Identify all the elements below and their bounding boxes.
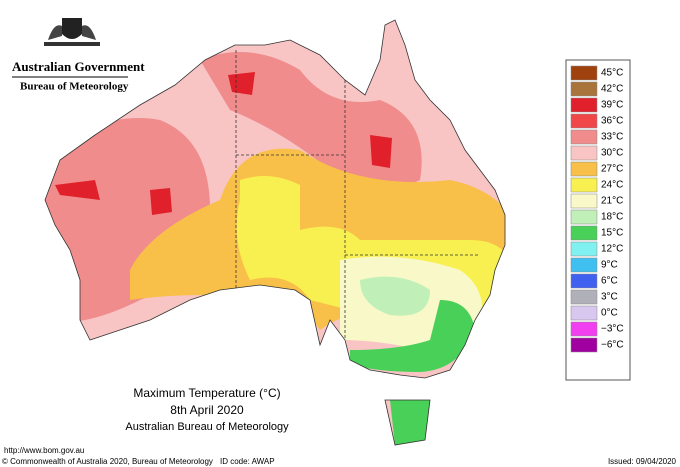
legend-swatch	[570, 305, 598, 321]
legend: 45°C 42°C 39°C 36°C 33°C 30°C 27°C 24°C 21°C 18°C…	[570, 65, 624, 353]
legend-label: −3°C	[601, 324, 624, 335]
legend-label: 36°C	[601, 116, 623, 127]
map-outline	[44, 19, 506, 446]
footer-issued: Issued: 09/04/2020	[608, 457, 677, 466]
legend-label: 9°C	[601, 260, 618, 271]
agency-name: Bureau of Meteorology	[20, 81, 129, 93]
legend-label: 3°C	[601, 292, 618, 303]
legend-label: −6°C	[601, 340, 624, 351]
legend-swatch	[570, 81, 598, 97]
legend-swatch	[570, 113, 598, 129]
legend-swatch	[570, 129, 598, 145]
legend-swatch	[570, 241, 598, 257]
legend-label: 33°C	[601, 132, 623, 143]
legend-label: 27°C	[601, 164, 623, 175]
legend-label: 30°C	[601, 148, 623, 159]
crest	[44, 18, 100, 46]
legend-label: 6°C	[601, 276, 618, 287]
map-source: Australian Bureau of Meteorology	[125, 421, 289, 433]
legend-swatch	[570, 177, 598, 193]
legend-swatch	[570, 321, 598, 337]
legend-label: 15°C	[601, 228, 623, 239]
legend-swatch	[570, 145, 598, 161]
legend-label: 42°C	[601, 84, 623, 95]
legend-swatch	[570, 97, 598, 113]
map-title: Maximum Temperature (°C)	[133, 386, 280, 400]
footer-copyright: © Commonwealth of Australia 2020, Bureau…	[2, 457, 213, 466]
legend-swatch	[570, 225, 598, 241]
footer-id-code: ID code: AWAP	[220, 457, 275, 466]
legend-swatch	[570, 209, 598, 225]
legend-swatch	[570, 193, 598, 209]
legend-label: 39°C	[601, 100, 623, 111]
legend-label: 24°C	[601, 180, 623, 191]
map-date: 8th April 2020	[170, 403, 244, 417]
legend-swatch	[570, 257, 598, 273]
footer-url[interactable]: http://www.bom.gov.au	[4, 446, 84, 455]
legend-label: 21°C	[601, 196, 623, 207]
legend-label: 12°C	[601, 244, 623, 255]
government-name: Australian Government	[12, 59, 145, 74]
legend-label: 18°C	[601, 212, 623, 223]
legend-swatch	[570, 273, 598, 289]
legend-swatch	[570, 161, 598, 177]
legend-swatch	[570, 289, 598, 305]
legend-label: 0°C	[601, 308, 618, 319]
legend-label: 45°C	[601, 68, 623, 79]
legend-swatch	[570, 65, 598, 81]
legend-swatch	[570, 337, 598, 353]
